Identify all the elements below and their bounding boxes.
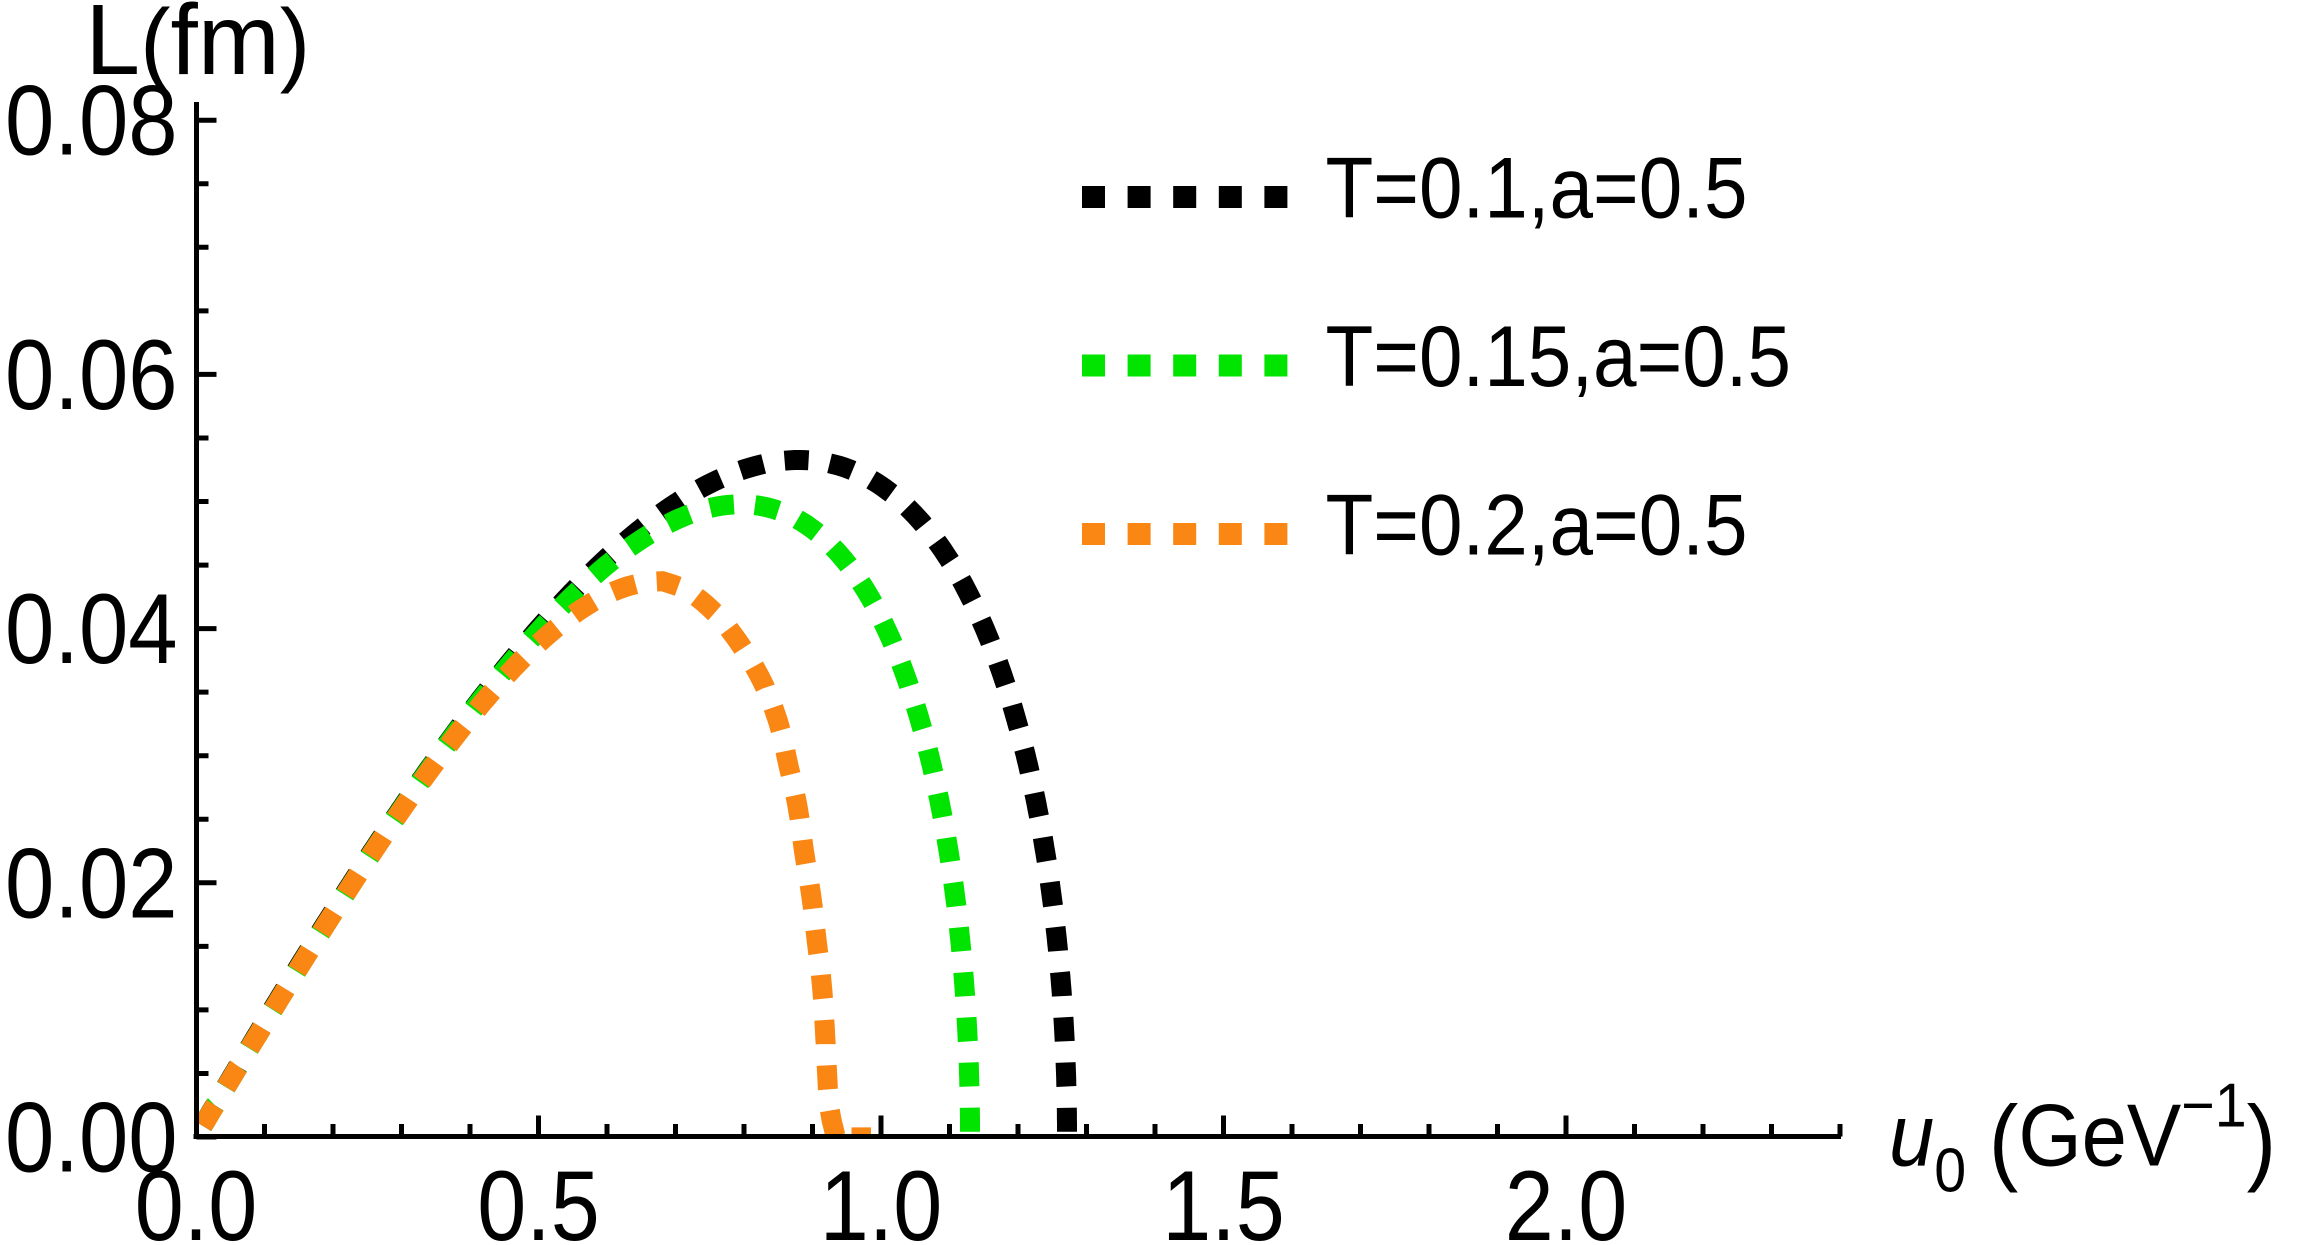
svg-text:0.08: 0.08	[5, 65, 177, 176]
svg-text:0.06: 0.06	[5, 319, 177, 430]
svg-text:1.5: 1.5	[1162, 1150, 1284, 1245]
svg-text:T=0.15,a=0.5: T=0.15,a=0.5	[1326, 310, 1792, 405]
svg-text:0.0: 0.0	[135, 1150, 257, 1245]
svg-text:0.5: 0.5	[477, 1150, 599, 1245]
svg-text:T=0.1,a=0.5: T=0.1,a=0.5	[1326, 141, 1748, 236]
svg-text:0.02: 0.02	[5, 828, 177, 939]
svg-text:2.0: 2.0	[1505, 1150, 1627, 1245]
svg-text:T=0.2,a=0.5: T=0.2,a=0.5	[1326, 478, 1748, 573]
svg-text:u0 (GeV−1): u0 (GeV−1)	[1889, 1070, 2276, 1205]
svg-text:L(fm): L(fm)	[85, 0, 310, 96]
svg-text:1.0: 1.0	[820, 1150, 942, 1245]
svg-text:0.04: 0.04	[5, 574, 177, 685]
svg-text:0.00: 0.00	[5, 1082, 177, 1193]
